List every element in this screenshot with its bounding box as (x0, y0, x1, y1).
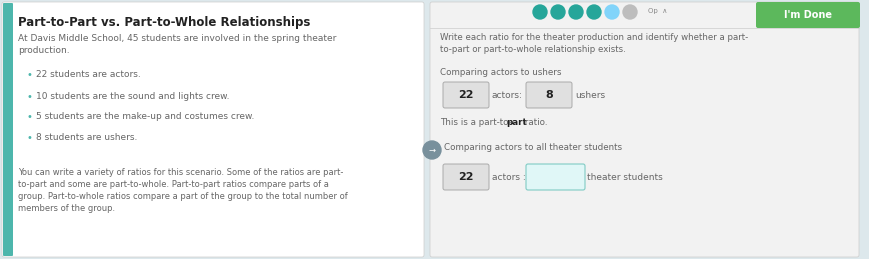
Text: At Davis Middle School, 45 students are involved in the spring theater
productio: At Davis Middle School, 45 students are … (18, 34, 336, 55)
Circle shape (587, 5, 601, 19)
Text: 22 students are actors.: 22 students are actors. (36, 70, 141, 79)
FancyBboxPatch shape (430, 2, 859, 257)
Text: actors :: actors : (492, 172, 526, 182)
Text: 5 students are the make-up and costumes crew.: 5 students are the make-up and costumes … (36, 112, 255, 121)
FancyBboxPatch shape (3, 3, 13, 256)
Circle shape (605, 5, 619, 19)
Text: Comparing actors to all theater students: Comparing actors to all theater students (444, 143, 622, 152)
Text: You can write a variety of ratios for this scenario. Some of the ratios are part: You can write a variety of ratios for th… (18, 168, 348, 213)
FancyBboxPatch shape (756, 2, 860, 28)
FancyBboxPatch shape (526, 82, 572, 108)
Text: actors:: actors: (492, 90, 523, 99)
Text: •: • (26, 112, 32, 122)
Text: theater students: theater students (587, 172, 663, 182)
Text: ratio.: ratio. (522, 118, 547, 127)
Text: 22: 22 (458, 172, 474, 182)
Text: •: • (26, 92, 32, 102)
Text: Part-to-Part vs. Part-to-Whole Relationships: Part-to-Part vs. Part-to-Whole Relations… (18, 16, 310, 29)
Text: Comparing actors to ushers: Comparing actors to ushers (440, 68, 561, 77)
Circle shape (551, 5, 565, 19)
Text: 8: 8 (545, 90, 553, 100)
Circle shape (533, 5, 547, 19)
Circle shape (623, 5, 637, 19)
FancyBboxPatch shape (443, 82, 489, 108)
FancyBboxPatch shape (2, 2, 424, 257)
Circle shape (569, 5, 583, 19)
Text: •: • (26, 70, 32, 80)
FancyBboxPatch shape (526, 164, 585, 190)
FancyBboxPatch shape (443, 164, 489, 190)
Text: I'm Done: I'm Done (784, 10, 832, 20)
Text: ushers: ushers (575, 90, 605, 99)
Text: •: • (26, 133, 32, 143)
Text: Op  ∧: Op ∧ (648, 8, 667, 14)
Text: →: → (428, 146, 435, 155)
Text: Write each ratio for the theater production and identify whether a part-
to-part: Write each ratio for the theater product… (440, 33, 748, 54)
Text: 10 students are the sound and lights crew.: 10 students are the sound and lights cre… (36, 92, 229, 101)
Text: 22: 22 (458, 90, 474, 100)
Text: 8 students are ushers.: 8 students are ushers. (36, 133, 137, 142)
Circle shape (423, 141, 441, 159)
Text: This is a part-to-: This is a part-to- (440, 118, 514, 127)
Text: part: part (506, 118, 527, 127)
